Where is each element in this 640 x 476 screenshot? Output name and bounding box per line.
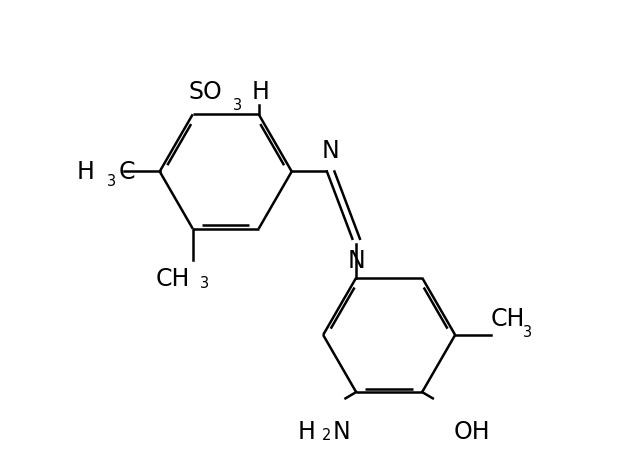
Text: H: H (252, 80, 270, 104)
Text: N: N (333, 419, 351, 443)
Text: H: H (298, 419, 316, 443)
Text: C: C (119, 160, 135, 184)
Text: SO: SO (189, 80, 223, 104)
Text: 3: 3 (107, 173, 116, 188)
Text: N: N (348, 248, 365, 273)
Text: CH: CH (155, 267, 189, 291)
Text: 2: 2 (322, 427, 332, 442)
Text: H: H (76, 160, 94, 184)
Text: CH: CH (491, 306, 525, 330)
Text: N: N (322, 139, 340, 163)
Text: OH: OH (454, 419, 490, 443)
Text: 3: 3 (523, 324, 532, 339)
Text: 3: 3 (232, 98, 241, 113)
Text: 3: 3 (200, 275, 209, 290)
